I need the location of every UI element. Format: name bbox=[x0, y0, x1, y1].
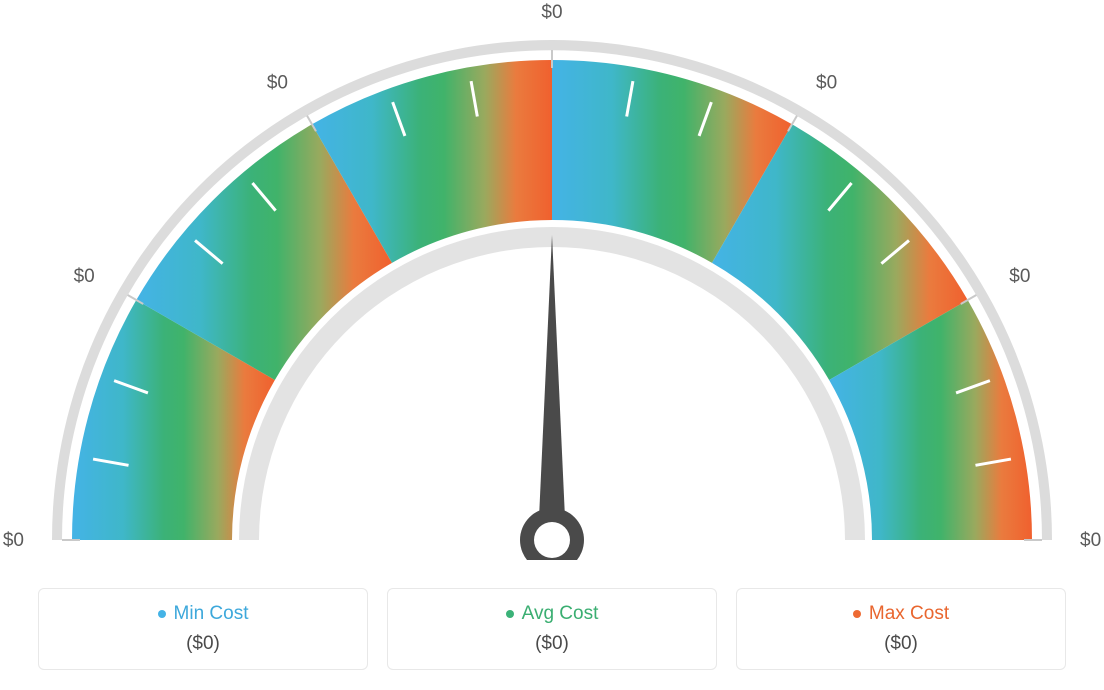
gauge-tick-label: $0 bbox=[541, 2, 562, 23]
gauge-needle-base-inner bbox=[534, 522, 570, 558]
gauge-needle bbox=[538, 235, 566, 540]
legend-dot-icon bbox=[853, 610, 861, 618]
legend-card: Avg Cost ($0) bbox=[387, 588, 717, 670]
legend-value: ($0) bbox=[737, 633, 1065, 655]
gauge-tick-label: $0 bbox=[1009, 266, 1030, 287]
cost-gauge: $0 $0 $0 $0 $0 $0 $0 bbox=[0, 0, 1104, 560]
legend-label-text: Max Cost bbox=[869, 603, 949, 625]
legend-label-text: Avg Cost bbox=[522, 603, 599, 625]
legend-label: Avg Cost bbox=[506, 603, 599, 625]
legend-dot-icon bbox=[158, 610, 166, 618]
legend-dot-icon bbox=[506, 610, 514, 618]
legend-label-text: Min Cost bbox=[174, 603, 249, 625]
gauge-tick-label: $0 bbox=[74, 266, 95, 287]
gauge-tick-label: $0 bbox=[267, 73, 288, 94]
gauge-tick-label: $0 bbox=[3, 530, 24, 551]
gauge-tick-label: $0 bbox=[816, 73, 837, 94]
legend-row: Min Cost ($0) Avg Cost ($0) Max Cost ($0… bbox=[0, 588, 1104, 670]
legend-value: ($0) bbox=[39, 633, 367, 655]
legend-card: Max Cost ($0) bbox=[736, 588, 1066, 670]
legend-card: Min Cost ($0) bbox=[38, 588, 368, 670]
legend-label: Max Cost bbox=[853, 603, 949, 625]
legend-value: ($0) bbox=[388, 633, 716, 655]
legend-label: Min Cost bbox=[158, 603, 249, 625]
gauge-tick-label: $0 bbox=[1080, 530, 1101, 551]
